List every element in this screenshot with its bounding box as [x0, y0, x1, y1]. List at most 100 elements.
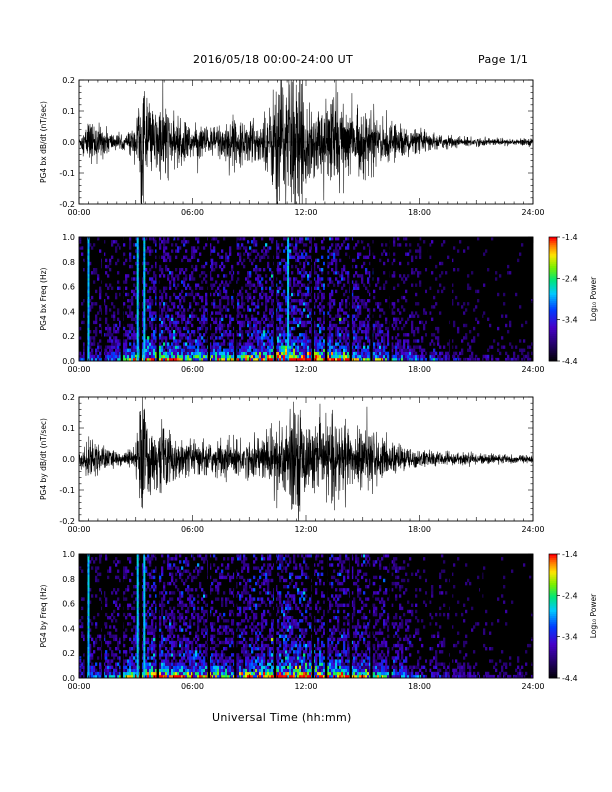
spectrogram-cell [253, 240, 256, 244]
emission-streak [143, 261, 146, 265]
spectrogram-cell [265, 336, 268, 340]
spectrogram-cell [245, 289, 248, 294]
spectrogram-cell [141, 653, 144, 657]
spectrogram-cell [159, 289, 162, 294]
spectrogram-cell [193, 348, 196, 352]
spectrogram-cell [119, 323, 122, 328]
emission-streak [287, 270, 290, 273]
spectrogram-cell [453, 357, 456, 362]
spectrogram-cell [163, 289, 166, 294]
spectrogram-cell [323, 305, 326, 309]
spectrogram-cell [331, 289, 334, 294]
spectrogram-cell [403, 345, 406, 349]
spectrogram-cell [331, 336, 334, 340]
spectrogram-cell [355, 333, 358, 337]
spectrogram-cell [199, 286, 202, 290]
spectrogram-cell [439, 274, 442, 278]
spectrogram-cell [347, 295, 350, 300]
spectrogram-cell [231, 268, 234, 272]
spectrogram-cell [509, 271, 512, 275]
spectrogram-cell [215, 317, 218, 321]
spectrogram-cell [271, 351, 274, 356]
spectrogram-cell [193, 299, 196, 303]
spectrogram-cell [109, 631, 112, 635]
spectrogram-cell [375, 342, 378, 346]
spectrogram-cell [135, 314, 138, 318]
spectrogram-cell [357, 240, 360, 244]
spectrogram-cell [201, 305, 204, 309]
spectrogram-cell [99, 345, 102, 349]
spectrogram-cell [367, 351, 370, 356]
spectrogram-cell [367, 320, 370, 325]
spectrogram-cell [173, 277, 176, 281]
spectrogram-cell [79, 659, 82, 663]
spectrogram-cell [147, 671, 150, 676]
spectrogram-cell [337, 333, 340, 337]
spectrogram-cell [111, 653, 114, 657]
spectrogram-cell [511, 345, 514, 349]
spectrogram-cell [161, 295, 164, 300]
spectrogram-cell [199, 252, 202, 256]
spectrogram-cell [251, 302, 254, 306]
spectrogram-cell [417, 302, 420, 306]
spectrogram-cell [197, 237, 200, 241]
spectrogram-cell [317, 357, 320, 362]
spectrogram-cell [187, 326, 190, 331]
spectrogram-cell [153, 345, 156, 349]
spectrogram-cell [249, 357, 252, 362]
spectrogram-cell [145, 619, 148, 623]
spectrogram-cell [223, 286, 226, 290]
spectrogram-cell [145, 323, 148, 328]
spectrogram-cell [399, 311, 402, 315]
spectrogram-cell [129, 342, 132, 346]
spectrogram-cell [159, 268, 162, 272]
spectrogram-cell [345, 311, 348, 315]
spectrogram-cell [165, 674, 168, 679]
spectrogram-cell [133, 616, 136, 620]
emission-streak [287, 280, 290, 283]
spectrogram-cell [131, 311, 134, 315]
spectrogram-cell [361, 323, 364, 328]
spectrogram-cell [217, 348, 220, 352]
spectrogram-cell [437, 336, 440, 340]
spectrogram-cell [195, 249, 198, 253]
spectrogram-cell [285, 271, 288, 275]
spectrogram-cell [117, 588, 120, 592]
spectrogram-cell [181, 336, 184, 340]
spectrogram-cell [353, 348, 356, 352]
spectrogram-cell [405, 243, 408, 247]
spectrogram-cell [413, 348, 416, 352]
spectrogram-cell [169, 653, 172, 657]
spectrogram-cell [519, 305, 522, 309]
spectrogram-cell [193, 330, 196, 334]
spectrogram-cell [123, 659, 126, 663]
spectrogram-cell [245, 246, 248, 250]
spectrogram-cell [153, 588, 156, 592]
spectrogram-cell [115, 619, 118, 623]
spectrogram-cell [251, 240, 254, 244]
spectrogram-cell [185, 345, 188, 349]
spectrogram-cell [129, 323, 132, 328]
spectrogram-cell [141, 354, 144, 359]
spectrogram-cell [147, 572, 150, 576]
spectrogram-cell [403, 308, 406, 312]
spectrogram-cell [83, 653, 86, 657]
spectrogram-cell [313, 323, 316, 328]
spectrogram-cell [305, 292, 308, 297]
spectrogram-cell [255, 305, 258, 309]
page-number: Page 1/1 [478, 53, 529, 66]
spectrogram-cell [277, 292, 280, 297]
spectrogram-cell [219, 299, 222, 303]
spectrogram-cell [265, 354, 268, 359]
spectrogram-cell [147, 554, 150, 558]
spectrogram-cell [145, 674, 148, 679]
spectrogram-cell [265, 280, 268, 284]
spectrogram-cell [291, 357, 294, 362]
spectrogram-cell [369, 299, 372, 303]
spectrogram-cell [251, 299, 254, 303]
spectrogram-cell [431, 339, 434, 343]
spectrogram-cell [355, 286, 358, 290]
spectrogram-cell [153, 600, 156, 604]
spectrogram-cell [285, 308, 288, 312]
spectrogram-cell [149, 665, 152, 669]
